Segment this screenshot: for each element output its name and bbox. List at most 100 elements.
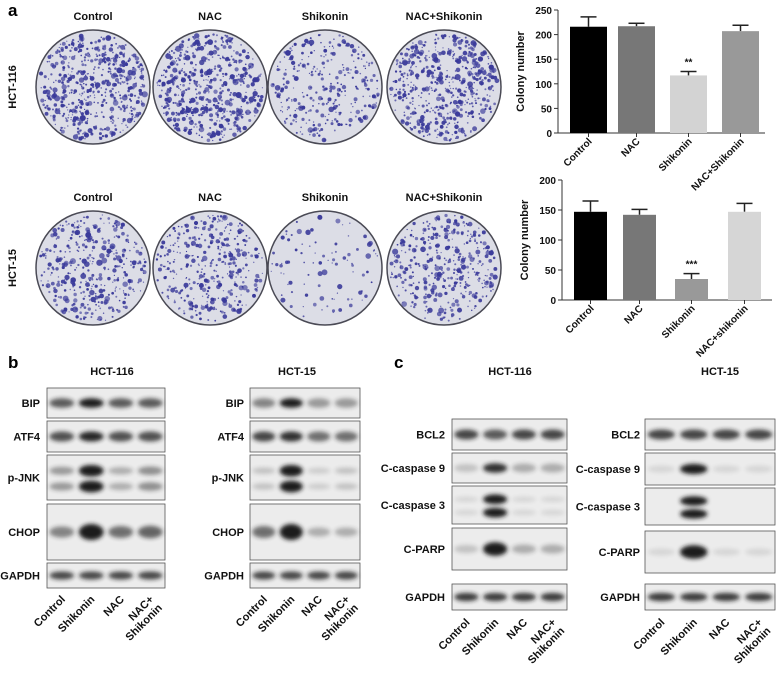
colony-dot [450,313,455,317]
colony-dot [329,87,332,90]
colony-dot [113,227,118,232]
colony-dot [278,96,281,99]
colony-dot [487,55,489,58]
colony-dot [423,229,426,231]
colony-dot [95,278,98,280]
protein-band [334,398,358,408]
colony-dot [441,106,445,110]
colony-dot [338,103,341,106]
colony-dot [471,95,474,98]
colony-dot [61,81,64,84]
colony-dot [232,78,236,82]
colony-dot [411,45,415,49]
blot-row-gapdh: GAPDH [0,562,166,589]
colony-dot [477,262,479,265]
colony-dot [199,123,204,128]
colony-dot [87,303,89,306]
colony-dot [191,109,193,111]
colony-dot [326,88,328,90]
colony-dot [304,38,309,44]
colony-dot [362,95,365,98]
colony-dot [252,293,256,298]
colony-dot [169,244,172,247]
colony-dot [420,96,422,99]
colony-dot [168,51,171,53]
lane-label: NAC [102,594,127,619]
colony-dot [392,276,394,279]
colony-dot [44,106,47,109]
colony-dot [444,78,447,81]
colony-dot [220,125,223,128]
colony-dot [470,67,473,70]
colony-dot [350,111,352,114]
colony-dot [218,64,222,68]
colony-dot [477,274,479,276]
colony-dot [420,246,426,253]
colony-dot [156,279,159,282]
colony-dot [400,73,404,76]
colony-dot [424,56,427,60]
colony-dot [240,84,242,86]
colony-dot [73,292,77,297]
colony-dot [120,222,125,227]
protein-band [252,431,276,442]
colony-dot [238,300,242,304]
colony-dot [87,269,90,272]
colony-dot [473,271,476,273]
colony-dot [285,80,290,85]
colony-dot [257,94,260,98]
colony-dot [223,134,225,136]
colony-dot [476,89,478,91]
colony-dot [115,220,121,227]
colony-dot [80,37,84,41]
colony-dot [231,41,233,44]
colony-dot [131,86,135,90]
colony-dot [220,96,222,99]
colony-dot [344,90,347,92]
colony-dot [473,295,478,299]
colony-dot [102,46,107,51]
colony-dot [451,76,455,79]
colony-dot [309,37,312,40]
colony-dot [449,111,451,113]
colony-dot [40,98,45,103]
protein-band [279,431,303,442]
colony-dot [241,280,245,284]
protein-label: p-JNK [8,473,40,485]
colony-dot [412,42,414,44]
colony-dot [236,235,239,238]
colony-dot [125,257,128,260]
colony-dot [122,290,125,292]
colony-dot [194,88,197,91]
colony-dot [210,78,213,82]
colony-dot [182,232,185,235]
colony-dot [115,255,122,261]
colony-dot [446,267,451,271]
colony-dot [185,250,188,253]
colony-dot [204,41,208,45]
colony-dot [101,55,104,58]
colony-dot [185,243,190,248]
colony-dot [366,79,369,82]
colony-dot [200,233,203,236]
colony-dot [432,109,434,112]
colony-dot [187,75,191,79]
colony-dot [190,215,195,221]
colony-dot [72,111,74,114]
colony-dot [131,54,134,57]
colony-dot [79,35,82,37]
panel-label-b: b [8,353,18,372]
colony-dot [364,294,368,298]
colony-dot [438,257,441,260]
colony-dot [81,63,85,67]
colony-dot [492,256,496,260]
colony-dot [418,281,420,284]
colony-dot [214,40,217,43]
colony-dot [99,136,103,140]
colony-dot [100,301,104,304]
colony-dot [254,115,256,117]
colony-dot [103,289,105,291]
